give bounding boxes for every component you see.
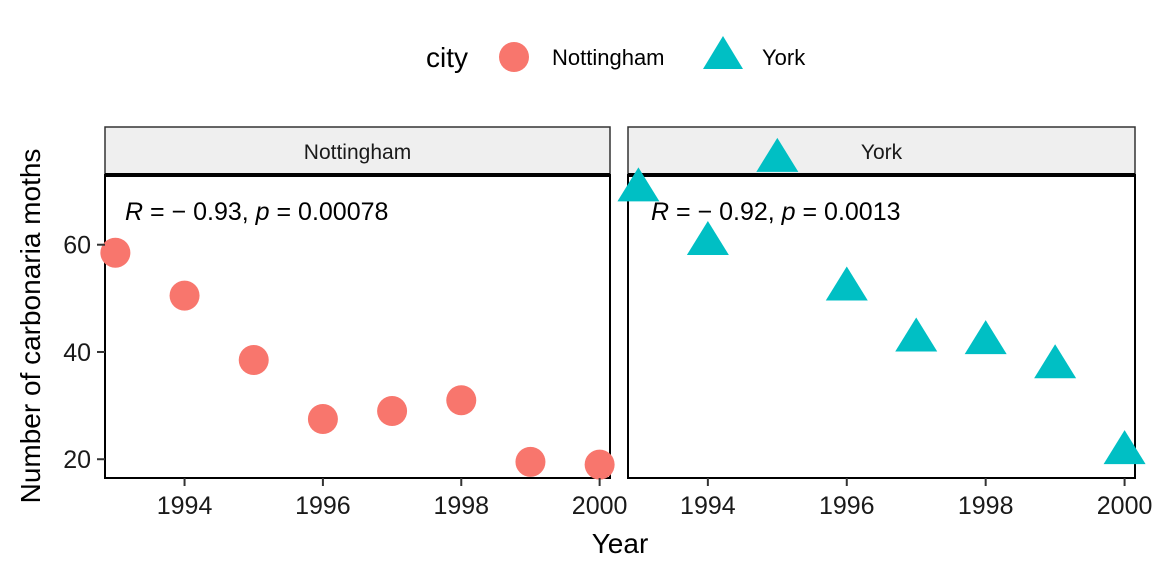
y-axis-title: Number of carbonaria moths bbox=[15, 149, 46, 504]
annotation-r-symbol: R bbox=[125, 198, 143, 226]
annotation-nottingham: R = − 0.93, p = 0.00078 bbox=[125, 198, 388, 226]
data-point bbox=[169, 280, 200, 311]
strip-york: York bbox=[627, 126, 1136, 177]
x-axis-title: Year bbox=[592, 528, 649, 559]
panel-frame-york bbox=[627, 174, 1136, 479]
y-tick-label: 20 bbox=[63, 446, 91, 474]
strip-label-nottingham: Nottingham bbox=[304, 141, 411, 164]
y-axis: 20 40 60 bbox=[63, 232, 105, 474]
data-point bbox=[100, 237, 131, 268]
x-tick-label: 1994 bbox=[680, 492, 736, 520]
legend-key-triangle bbox=[703, 36, 743, 69]
x-tick-label: 1996 bbox=[295, 492, 351, 520]
legend-key-circle bbox=[499, 42, 529, 72]
x-axis-nottingham: 1994 1996 1998 2000 bbox=[157, 478, 628, 520]
data-point bbox=[825, 266, 868, 301]
points-york bbox=[617, 137, 1146, 465]
annotation-r-symbol: R bbox=[651, 198, 669, 226]
legend: city Nottingham York bbox=[426, 36, 806, 73]
strip-label-york: York bbox=[861, 141, 903, 164]
annotation-p-symbol: p bbox=[255, 198, 270, 226]
data-point bbox=[895, 317, 938, 352]
annotation-r-value: = − 0.92, bbox=[669, 198, 782, 226]
x-tick-label: 1998 bbox=[958, 492, 1014, 520]
annotation-p-symbol: p bbox=[781, 198, 796, 226]
annotation-r-value: = − 0.93, bbox=[143, 198, 256, 226]
data-point bbox=[1103, 430, 1146, 465]
x-axis-york: 1994 1996 1998 2000 bbox=[680, 478, 1152, 520]
data-point bbox=[238, 345, 269, 376]
panel-frame-nottingham bbox=[104, 174, 611, 479]
annotation-p-value: = 0.00078 bbox=[270, 198, 389, 226]
x-tick-label: 1994 bbox=[157, 492, 213, 520]
x-tick-label: 1998 bbox=[433, 492, 489, 520]
strip-nottingham: Nottingham bbox=[104, 126, 611, 177]
legend-title: city bbox=[426, 42, 468, 73]
x-tick-label: 1996 bbox=[819, 492, 875, 520]
data-point bbox=[756, 137, 799, 172]
y-tick-label: 40 bbox=[63, 339, 91, 367]
legend-label-york: York bbox=[762, 45, 806, 70]
data-point bbox=[617, 167, 660, 202]
data-point bbox=[446, 385, 477, 416]
annotation-p-value: = 0.0013 bbox=[796, 198, 901, 226]
points-nottingham bbox=[100, 237, 615, 480]
data-point bbox=[964, 320, 1007, 355]
x-tick-label: 2000 bbox=[1097, 492, 1152, 520]
y-tick-label: 60 bbox=[63, 232, 91, 260]
data-point bbox=[584, 449, 615, 480]
annotation-york: R = − 0.92, p = 0.0013 bbox=[651, 198, 901, 226]
data-point bbox=[307, 404, 338, 435]
data-point bbox=[377, 395, 408, 426]
data-point bbox=[686, 220, 729, 255]
legend-label-nottingham: Nottingham bbox=[552, 45, 665, 70]
data-point bbox=[515, 446, 546, 477]
data-point bbox=[1034, 344, 1077, 379]
x-tick-label: 2000 bbox=[572, 492, 628, 520]
